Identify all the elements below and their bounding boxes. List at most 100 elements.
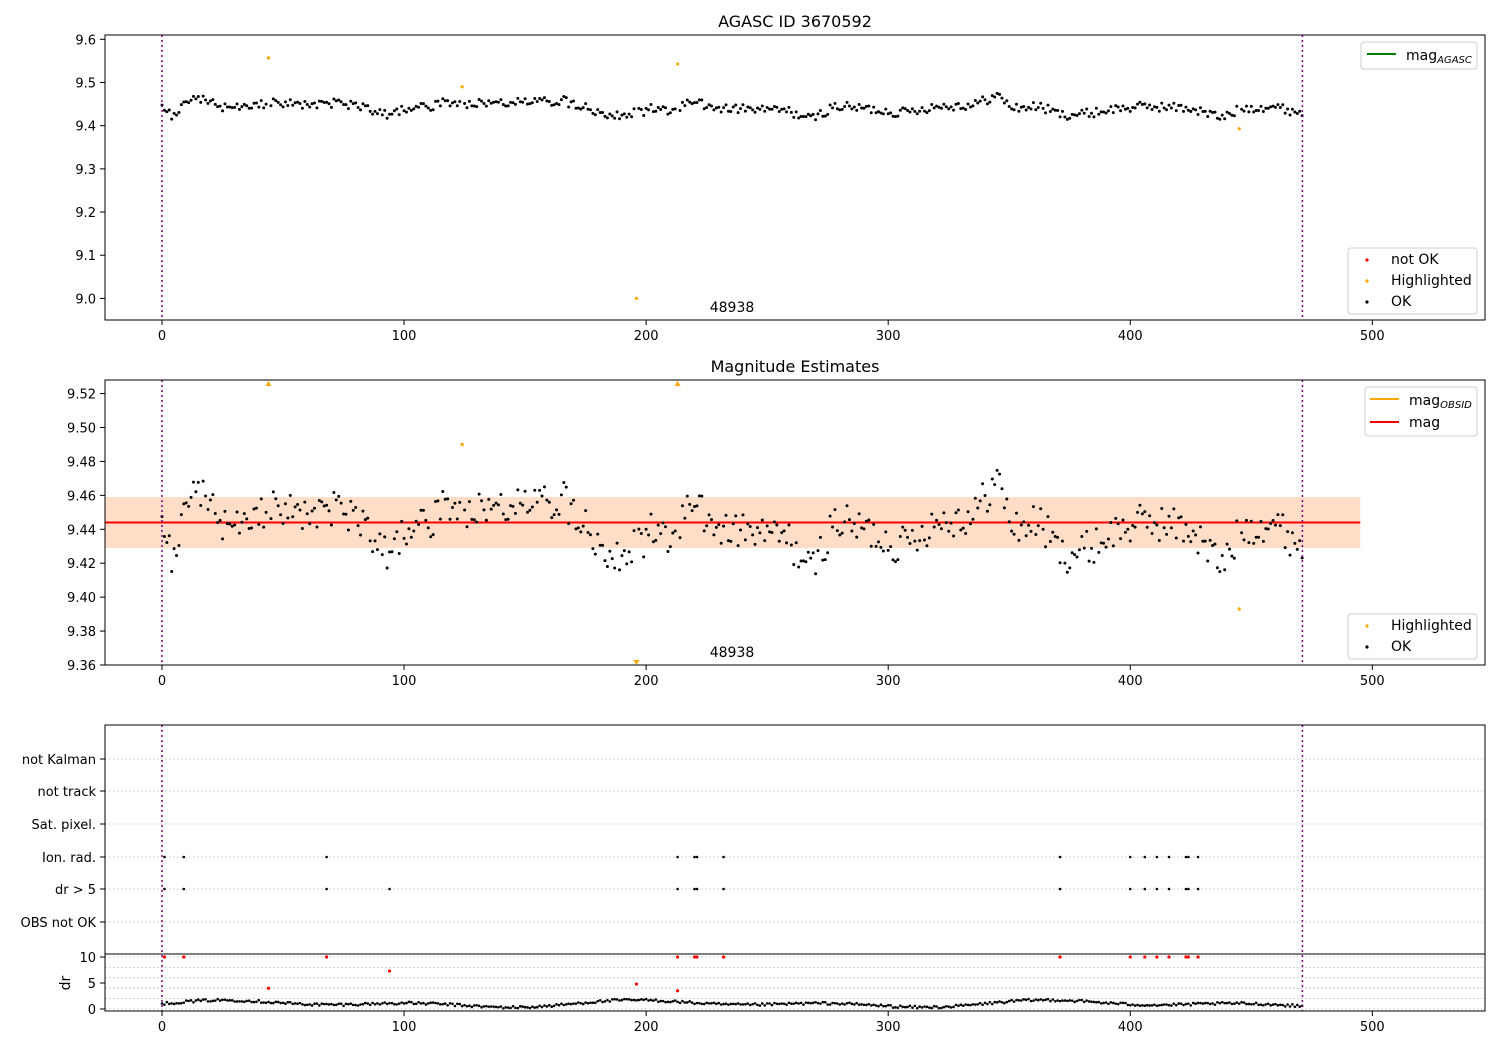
- ok-point: [419, 508, 423, 512]
- ok-point: [489, 507, 493, 511]
- ok-point: [809, 556, 813, 560]
- ok-point: [944, 105, 948, 109]
- ok-point: [1017, 538, 1021, 542]
- ok-point: [1150, 107, 1154, 111]
- ok-point: [1213, 542, 1217, 546]
- dr-point: [630, 998, 633, 1002]
- ok-point: [1007, 520, 1011, 524]
- ok-point: [806, 550, 810, 554]
- ok-point: [893, 560, 897, 564]
- ok-point: [436, 499, 440, 503]
- ok-point: [903, 107, 907, 111]
- ok-point: [944, 521, 948, 525]
- ok-point: [1131, 105, 1135, 109]
- dr-point: [855, 1001, 859, 1005]
- ok-point: [448, 104, 452, 108]
- ok-point: [799, 114, 803, 118]
- ok-point: [818, 535, 822, 539]
- dr-point: [453, 1004, 457, 1008]
- ok-point: [797, 565, 801, 569]
- dr-point: [819, 1002, 822, 1005]
- ok-point: [915, 112, 919, 116]
- ok-point: [509, 504, 513, 508]
- ok-point: [257, 522, 261, 526]
- dr-point: [1041, 998, 1045, 1002]
- ok-point: [513, 102, 517, 106]
- ok-point: [719, 110, 723, 114]
- flag-row-label: Ion. rad.: [42, 851, 96, 866]
- ok-point: [709, 518, 713, 522]
- ok-point: [388, 550, 392, 554]
- ok-point: [484, 518, 488, 522]
- panel-flags-axes: [104, 724, 1486, 1012]
- ok-point: [392, 537, 396, 541]
- flag-point: [1184, 855, 1188, 859]
- ok-point: [291, 103, 295, 107]
- ok-point: [1220, 113, 1224, 117]
- ok-point: [850, 107, 854, 111]
- ok-point: [204, 494, 208, 498]
- dr-point: [857, 1003, 861, 1006]
- dr-point: [598, 998, 602, 1002]
- ok-point: [961, 106, 965, 110]
- ok-point: [162, 535, 166, 539]
- dr-point: [1114, 1002, 1118, 1005]
- ok-point: [935, 104, 939, 108]
- x-tick-label: 100: [392, 674, 417, 689]
- ok-point: [726, 539, 730, 543]
- ok-point: [279, 513, 283, 517]
- ok-point: [586, 107, 590, 111]
- ok-point: [1024, 108, 1028, 112]
- ok-point: [647, 108, 651, 112]
- dr-point: [1242, 1001, 1246, 1004]
- dr-point: [180, 1001, 183, 1005]
- ok-point: [1036, 105, 1040, 109]
- ok-point: [816, 549, 820, 553]
- dr-point: [509, 1006, 512, 1010]
- dr-point: [1220, 1000, 1224, 1004]
- ok-point: [881, 549, 885, 553]
- ok-point: [801, 559, 805, 563]
- ok-point: [998, 92, 1002, 96]
- flag-point: [1187, 887, 1190, 891]
- dr-point: [1298, 1005, 1302, 1008]
- dr-point: [1073, 1000, 1076, 1004]
- ok-point: [434, 99, 438, 103]
- ok-point: [1300, 556, 1304, 560]
- dr-point: [255, 1000, 258, 1004]
- ok-point: [441, 489, 445, 493]
- ok-point: [448, 517, 452, 521]
- ok-point: [651, 540, 655, 544]
- dr-point: [472, 1004, 476, 1007]
- ok-point: [1182, 109, 1186, 113]
- ok-point: [274, 497, 278, 501]
- dr-point: [494, 1005, 498, 1009]
- dr-point: [163, 1003, 166, 1007]
- dr-point: [1170, 1004, 1173, 1007]
- ok-point: [1288, 553, 1292, 557]
- ok-point: [739, 528, 743, 532]
- ok-point: [869, 111, 873, 115]
- ok-point: [671, 107, 675, 111]
- ok-point: [332, 490, 336, 494]
- obsid-label: 48938: [710, 645, 755, 661]
- dr-point: [330, 1002, 333, 1006]
- x-tick-label: 100: [392, 1020, 417, 1035]
- flag-point: [325, 887, 328, 891]
- ok-point: [1165, 532, 1169, 536]
- dr-point: [233, 1000, 236, 1003]
- ok-point: [1259, 519, 1263, 523]
- ok-point: [717, 105, 721, 109]
- dr-point: [930, 1006, 934, 1010]
- ok-point: [746, 105, 750, 109]
- ok-point: [506, 104, 510, 108]
- ok-point: [296, 503, 300, 507]
- ok-point: [666, 112, 670, 116]
- ok-point: [429, 108, 433, 112]
- dr-point: [267, 1000, 270, 1004]
- dr-point: [1075, 999, 1079, 1003]
- ok-point: [809, 114, 813, 118]
- ok-point: [242, 512, 246, 516]
- dr-point: [364, 1001, 367, 1005]
- dr-point: [1279, 1003, 1282, 1007]
